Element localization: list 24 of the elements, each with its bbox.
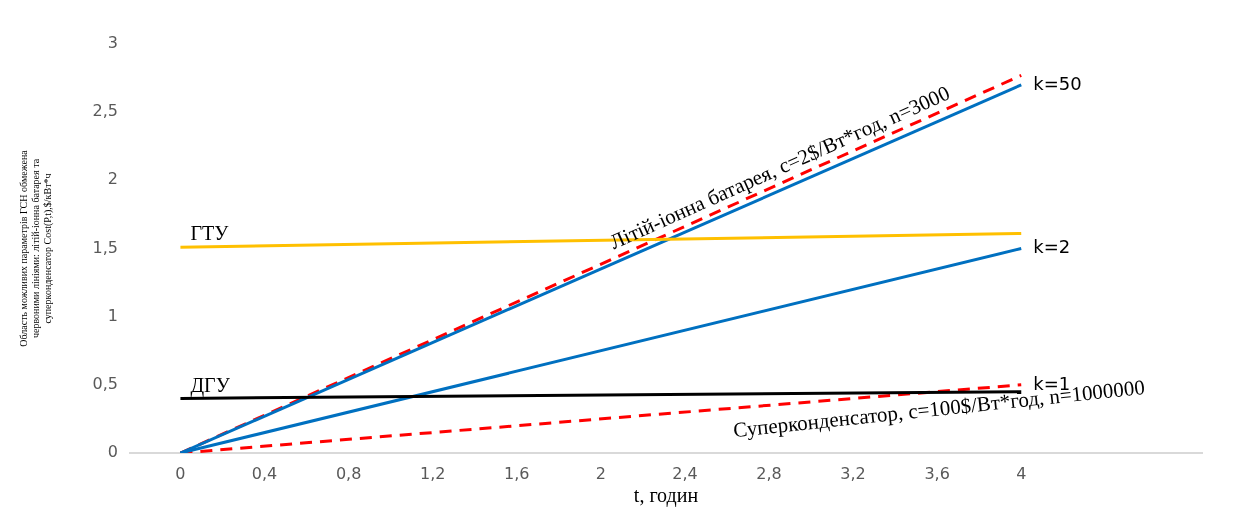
- y-tick-label: 0,5: [92, 373, 118, 393]
- y-tick-label: 3: [107, 33, 118, 53]
- series-label: ГТУ: [190, 222, 230, 245]
- x-tick-label: 2: [595, 463, 606, 483]
- y-tick-label: 0: [107, 442, 118, 462]
- x-tick-label: 4: [1016, 463, 1027, 483]
- y-tick-label: 2,5: [92, 101, 118, 121]
- y-tick-label: 2: [107, 169, 118, 189]
- x-tick-label: 3,6: [924, 463, 950, 483]
- x-tick-label: 3,2: [840, 463, 866, 483]
- series-label: k=2: [1033, 236, 1071, 258]
- series-label: k=50: [1033, 72, 1082, 94]
- series-label: ДГУ: [190, 373, 231, 397]
- x-tick-label: 0: [175, 463, 186, 483]
- y-tick-label: 1,5: [92, 237, 118, 257]
- x-tick-label: 0,4: [251, 463, 278, 483]
- x-axis-title: t, годин: [633, 484, 699, 508]
- x-tick-label: 2,4: [672, 463, 698, 483]
- y-tick-label: 1: [107, 305, 118, 325]
- x-tick-label: 1,6: [504, 463, 530, 483]
- x-tick-label: 1,2: [419, 463, 446, 483]
- y-axis-title: Область можливих параметрів ГСН обмежена червоними лініями: літій-іонна батарея та суперконденсатор Cost(P,t),$/кВт*ч: [17, 149, 54, 347]
- x-tick-label: 2,8: [756, 463, 782, 483]
- x-tick-label: 0,8: [335, 463, 362, 483]
